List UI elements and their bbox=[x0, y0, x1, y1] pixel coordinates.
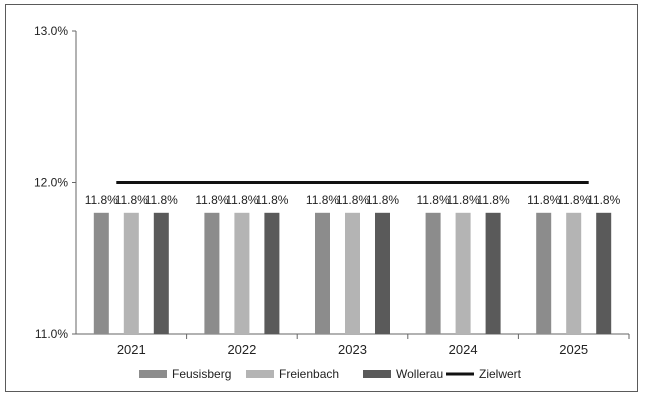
legend-swatch-wollerau bbox=[363, 370, 391, 378]
data-label: 11.8% bbox=[477, 193, 510, 207]
legend-swatch-feusisberg bbox=[139, 370, 167, 378]
x-tick-label: 2022 bbox=[227, 342, 256, 357]
legend-label-feusisberg: Feusisberg bbox=[172, 367, 231, 381]
bar-wollerau-2025 bbox=[596, 212, 612, 334]
legend-label-wollerau: Wollerau bbox=[396, 367, 443, 381]
bar-feusisberg-2023 bbox=[315, 212, 330, 334]
y-tick-label: 11.0% bbox=[35, 327, 68, 341]
bar-chart: 11.0%12.0%13.0%202111.8%11.8%11.8%202211… bbox=[34, 24, 630, 381]
x-tick-label: 2024 bbox=[449, 342, 478, 357]
bar-wollerau-2024 bbox=[485, 212, 501, 334]
bar-freienbach-2022 bbox=[234, 212, 250, 334]
data-label: 11.8% bbox=[587, 193, 620, 207]
data-label: 11.8% bbox=[417, 193, 450, 207]
data-label: 11.8% bbox=[527, 193, 560, 207]
data-label: 11.8% bbox=[85, 193, 118, 207]
x-tick-label: 2023 bbox=[338, 342, 367, 357]
chart-frame: 11.0% 12.0% 13.0% 2021 11.8% 11.8% 11.8% 2022 11… bbox=[5, 4, 638, 392]
data-label: 11.8% bbox=[115, 193, 148, 207]
bar-feusisberg-2021 bbox=[93, 212, 109, 334]
y-tick-label: 12.0% bbox=[34, 176, 68, 190]
bar-feusisberg-2022 bbox=[204, 212, 220, 334]
bar-freienbach-2023 bbox=[345, 212, 360, 334]
bar-freienbach-2025 bbox=[566, 212, 582, 334]
x-tick-label: 2021 bbox=[117, 342, 146, 357]
data-label: 11.8% bbox=[145, 193, 178, 207]
data-label: 11.8% bbox=[306, 193, 339, 207]
bar-feusisberg-2024 bbox=[425, 212, 441, 334]
data-label: 11.8% bbox=[225, 193, 258, 207]
data-label: 11.8% bbox=[447, 193, 480, 207]
bar-freienbach-2024 bbox=[455, 212, 471, 334]
data-label: 11.8% bbox=[255, 193, 288, 207]
data-label: 11.8% bbox=[336, 193, 369, 207]
bar-freienbach-2021 bbox=[123, 212, 139, 334]
data-label: 11.8% bbox=[366, 193, 399, 207]
bar-wollerau-2022 bbox=[264, 212, 280, 334]
bar-wollerau-2023 bbox=[375, 212, 390, 334]
data-label: 11.8% bbox=[195, 193, 228, 207]
bar-wollerau-2021 bbox=[153, 212, 169, 334]
data-label: 11.8% bbox=[557, 193, 590, 207]
legend-label-zielwert: Zielwert bbox=[479, 367, 522, 381]
y-tick-label: 13.0% bbox=[34, 24, 68, 38]
x-tick-label: 2025 bbox=[559, 342, 588, 357]
bar-feusisberg-2025 bbox=[536, 212, 552, 334]
legend-swatch-freienbach bbox=[246, 370, 274, 378]
legend-label-freienbach: Freienbach bbox=[279, 367, 339, 381]
